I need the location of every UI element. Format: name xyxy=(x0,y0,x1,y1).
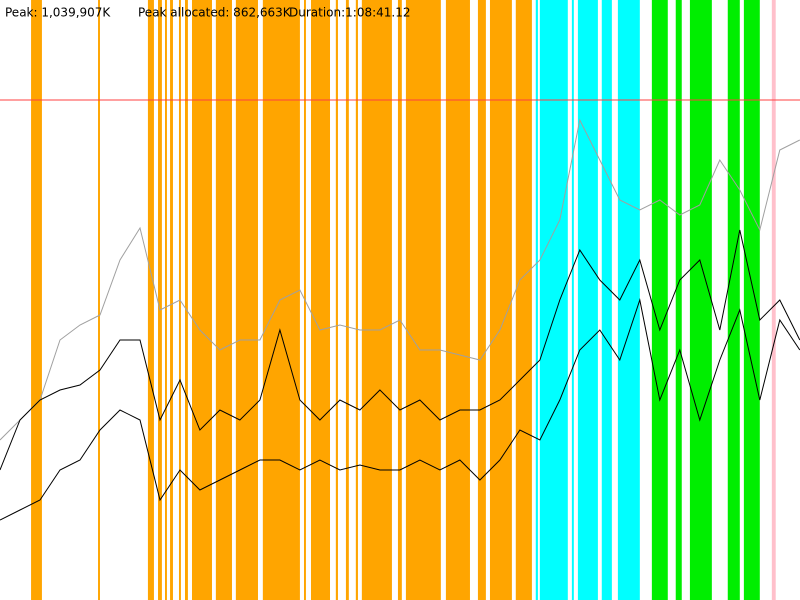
peak-allocated-stat: Peak allocated: 862,663K xyxy=(138,6,292,20)
event-band xyxy=(355,0,358,600)
event-band xyxy=(147,0,154,600)
event-band xyxy=(727,0,740,600)
event-band xyxy=(571,0,574,600)
event-band xyxy=(170,0,173,600)
event-band xyxy=(477,0,486,600)
event-band xyxy=(617,0,640,600)
event-band xyxy=(310,0,331,600)
memory-lines xyxy=(0,99,800,521)
event-band xyxy=(515,0,532,600)
event-band xyxy=(743,0,760,600)
event-band xyxy=(235,0,258,600)
event-band xyxy=(361,0,392,600)
event-band xyxy=(539,0,568,600)
event-band xyxy=(31,0,42,600)
memory-line xyxy=(0,298,800,521)
event-band xyxy=(158,0,162,600)
memory-line xyxy=(0,229,800,471)
event-band xyxy=(397,0,402,600)
event-band xyxy=(535,0,538,600)
peak-stat: Peak: 1,039,907K xyxy=(5,6,111,20)
event-band xyxy=(489,0,512,600)
event-band xyxy=(771,0,776,600)
duration-stat: Duration:1:08:41.12 xyxy=(289,6,411,20)
event-band xyxy=(345,0,349,600)
event-band xyxy=(215,0,232,600)
event-band xyxy=(165,0,167,600)
event-band xyxy=(191,0,212,600)
stats-bar: Peak: 1,039,907K Peak allocated: 862,663… xyxy=(5,6,411,20)
event-band xyxy=(601,0,612,600)
event-band xyxy=(689,0,712,600)
event-band xyxy=(262,0,300,600)
memory-line xyxy=(0,118,800,441)
event-band xyxy=(675,0,682,600)
event-band xyxy=(98,0,100,600)
event-band xyxy=(651,0,668,600)
event-band xyxy=(405,0,441,600)
event-band xyxy=(184,0,188,600)
event-band xyxy=(577,0,598,600)
event-band xyxy=(445,0,470,600)
event-band xyxy=(335,0,338,600)
